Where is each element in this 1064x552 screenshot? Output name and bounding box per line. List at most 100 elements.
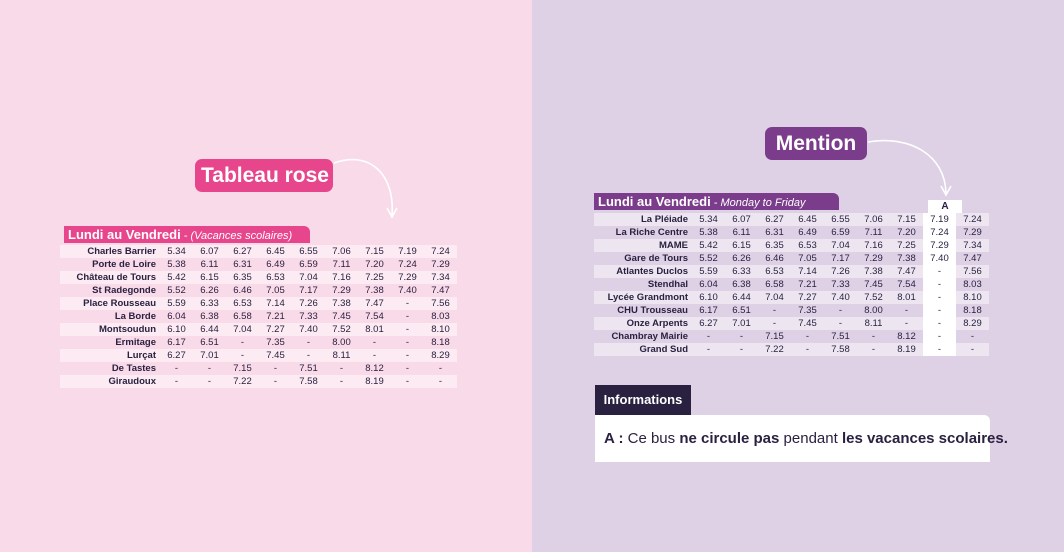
stop-name: Grand Sud — [594, 343, 692, 356]
departure-time: 6.45 — [259, 245, 292, 258]
departure-time: 5.59 — [160, 297, 193, 310]
departure-time: - — [438, 363, 443, 374]
departure-time: 7.22 — [758, 343, 791, 356]
right-timetable: La Pléiade 5.34 6.07 6.27 6.45 6.55 7.06 7.15 7.… — [594, 213, 989, 356]
departure-time: 7.45 — [791, 317, 824, 330]
departure-time: 7.25 — [890, 239, 923, 252]
stop-name: CHU Trousseau — [617, 305, 688, 316]
departure-time: 7.34 — [424, 271, 457, 284]
note-bold1: ne circule pas — [679, 430, 780, 447]
table-row: Ermitage 6.17 6.51 - 7.35 - 8.00 - - 8.18 — [60, 336, 457, 349]
departure-time: 6.53 — [226, 297, 259, 310]
table-row: Porte de Loire 5.38 6.11 6.31 6.49 6.59 7.11 7.… — [60, 258, 457, 271]
departure-time: 6.59 — [831, 227, 850, 238]
departure-time: 6.53 — [758, 265, 791, 278]
departure-time: 5.42 — [160, 271, 193, 284]
departure-time: 8.11 — [325, 349, 358, 362]
departure-time: 7.54 — [365, 311, 384, 322]
departure-time: 7.51 — [831, 331, 850, 342]
departure-time: 6.10 — [692, 291, 725, 304]
departure-time: 7.25 — [358, 271, 391, 284]
stop-name: Onze Arpents — [594, 317, 692, 330]
departure-time: - — [306, 337, 311, 348]
departure-time: - — [791, 343, 824, 356]
departure-time: 5.38 — [699, 227, 718, 238]
departure-time: 7.29 — [923, 239, 956, 252]
departure-time: 7.20 — [897, 227, 916, 238]
departure-time: 6.38 — [200, 311, 219, 322]
departure-time: 6.27 — [758, 213, 791, 226]
departure-time: 7.38 — [897, 253, 916, 264]
departure-time: - — [391, 297, 424, 310]
departure-time: 7.29 — [864, 253, 883, 264]
departure-time: - — [405, 337, 410, 348]
departure-time: - — [923, 291, 956, 304]
departure-time: 7.35 — [798, 305, 817, 316]
departure-time: 8.19 — [358, 375, 391, 388]
departure-time: 6.04 — [699, 279, 718, 290]
table-row: Château de Tours 5.42 6.15 6.35 6.53 7.04 7.16… — [60, 271, 457, 284]
departure-time: - — [904, 305, 909, 316]
departure-time: 8.19 — [890, 343, 923, 356]
departure-time: - — [391, 375, 424, 388]
departure-time: - — [325, 375, 358, 388]
departure-time: 7.06 — [325, 245, 358, 258]
departure-time: 7.04 — [824, 239, 857, 252]
departure-time: - — [259, 375, 292, 388]
departure-time: 7.51 — [299, 363, 318, 374]
departure-time: 8.12 — [365, 363, 384, 374]
departure-time: - — [772, 305, 777, 316]
table-row: Lycée Grandmont 6.10 6.44 7.04 7.27 7.40 7.52 8… — [594, 291, 989, 304]
departure-time: 6.46 — [233, 285, 252, 296]
table-row: Stendhal 6.04 6.38 6.58 7.21 7.33 7.45 7.54-8.0… — [594, 278, 989, 291]
departure-time: 7.21 — [266, 311, 285, 322]
departure-time: 7.15 — [765, 331, 784, 342]
departure-time: 5.34 — [160, 245, 193, 258]
departure-time: 7.47 — [963, 253, 982, 264]
departure-time: - — [725, 343, 758, 356]
left-panel — [0, 0, 532, 552]
departure-time: 7.14 — [791, 265, 824, 278]
left-header-subtitle: - (Vacances scolaires) — [180, 230, 293, 242]
departure-time: - — [339, 363, 344, 374]
departure-time: 5.52 — [699, 253, 718, 264]
stop-name: Gare de Tours — [624, 253, 688, 264]
departure-time: 6.04 — [167, 311, 186, 322]
departure-time: 7.06 — [857, 213, 890, 226]
information-note: A : Ce bus ne circule pas pendant les va… — [595, 415, 1008, 462]
departure-time: 7.52 — [857, 291, 890, 304]
departure-time: 6.58 — [233, 311, 252, 322]
table-row: Onze Arpents 6.27 7.01-7.45-8.11- -8.29 — [594, 317, 989, 330]
table-row: Giraudoux - -7.22-7.58-8.19- - — [60, 375, 457, 388]
departure-time: 6.53 — [791, 239, 824, 252]
stop-name: Lurçat — [60, 349, 160, 362]
departure-time: 7.15 — [233, 363, 252, 374]
stop-name: Château de Tours — [60, 271, 160, 284]
departure-time: 7.01 — [193, 349, 226, 362]
departure-time: 8.03 — [963, 279, 982, 290]
departure-time: 7.22 — [226, 375, 259, 388]
departure-time: 7.34 — [956, 239, 989, 252]
stop-name: Charles Barrier — [60, 245, 160, 258]
departure-time: 6.46 — [765, 253, 784, 264]
departure-time: 6.26 — [732, 253, 751, 264]
departure-time: - — [358, 349, 391, 362]
departure-time: 6.27 — [160, 349, 193, 362]
departure-time: 7.15 — [890, 213, 923, 226]
departure-time: 7.17 — [299, 285, 318, 296]
departure-time: 7.38 — [857, 265, 890, 278]
departure-time: 6.51 — [732, 305, 751, 316]
departure-time: - — [273, 363, 278, 374]
departure-time: 6.35 — [226, 271, 259, 284]
stop-name: De Tastes — [111, 363, 156, 374]
right-header-subtitle: - Monday to Friday — [710, 197, 806, 209]
stop-name: MAME — [594, 239, 692, 252]
table-row: La Borde 6.04 6.38 6.58 7.21 7.33 7.45 7.54 - 8.0… — [60, 310, 457, 323]
stop-name: St Radegonde — [92, 285, 156, 296]
departure-time: 7.52 — [325, 323, 358, 336]
departure-time: 7.04 — [292, 271, 325, 284]
departure-time: - — [372, 337, 377, 348]
departure-time: 7.24 — [398, 259, 417, 270]
table-row: De Tastes - - 7.15 - 7.51 - 8.12 - - — [60, 362, 457, 375]
departure-time: 7.24 — [956, 213, 989, 226]
